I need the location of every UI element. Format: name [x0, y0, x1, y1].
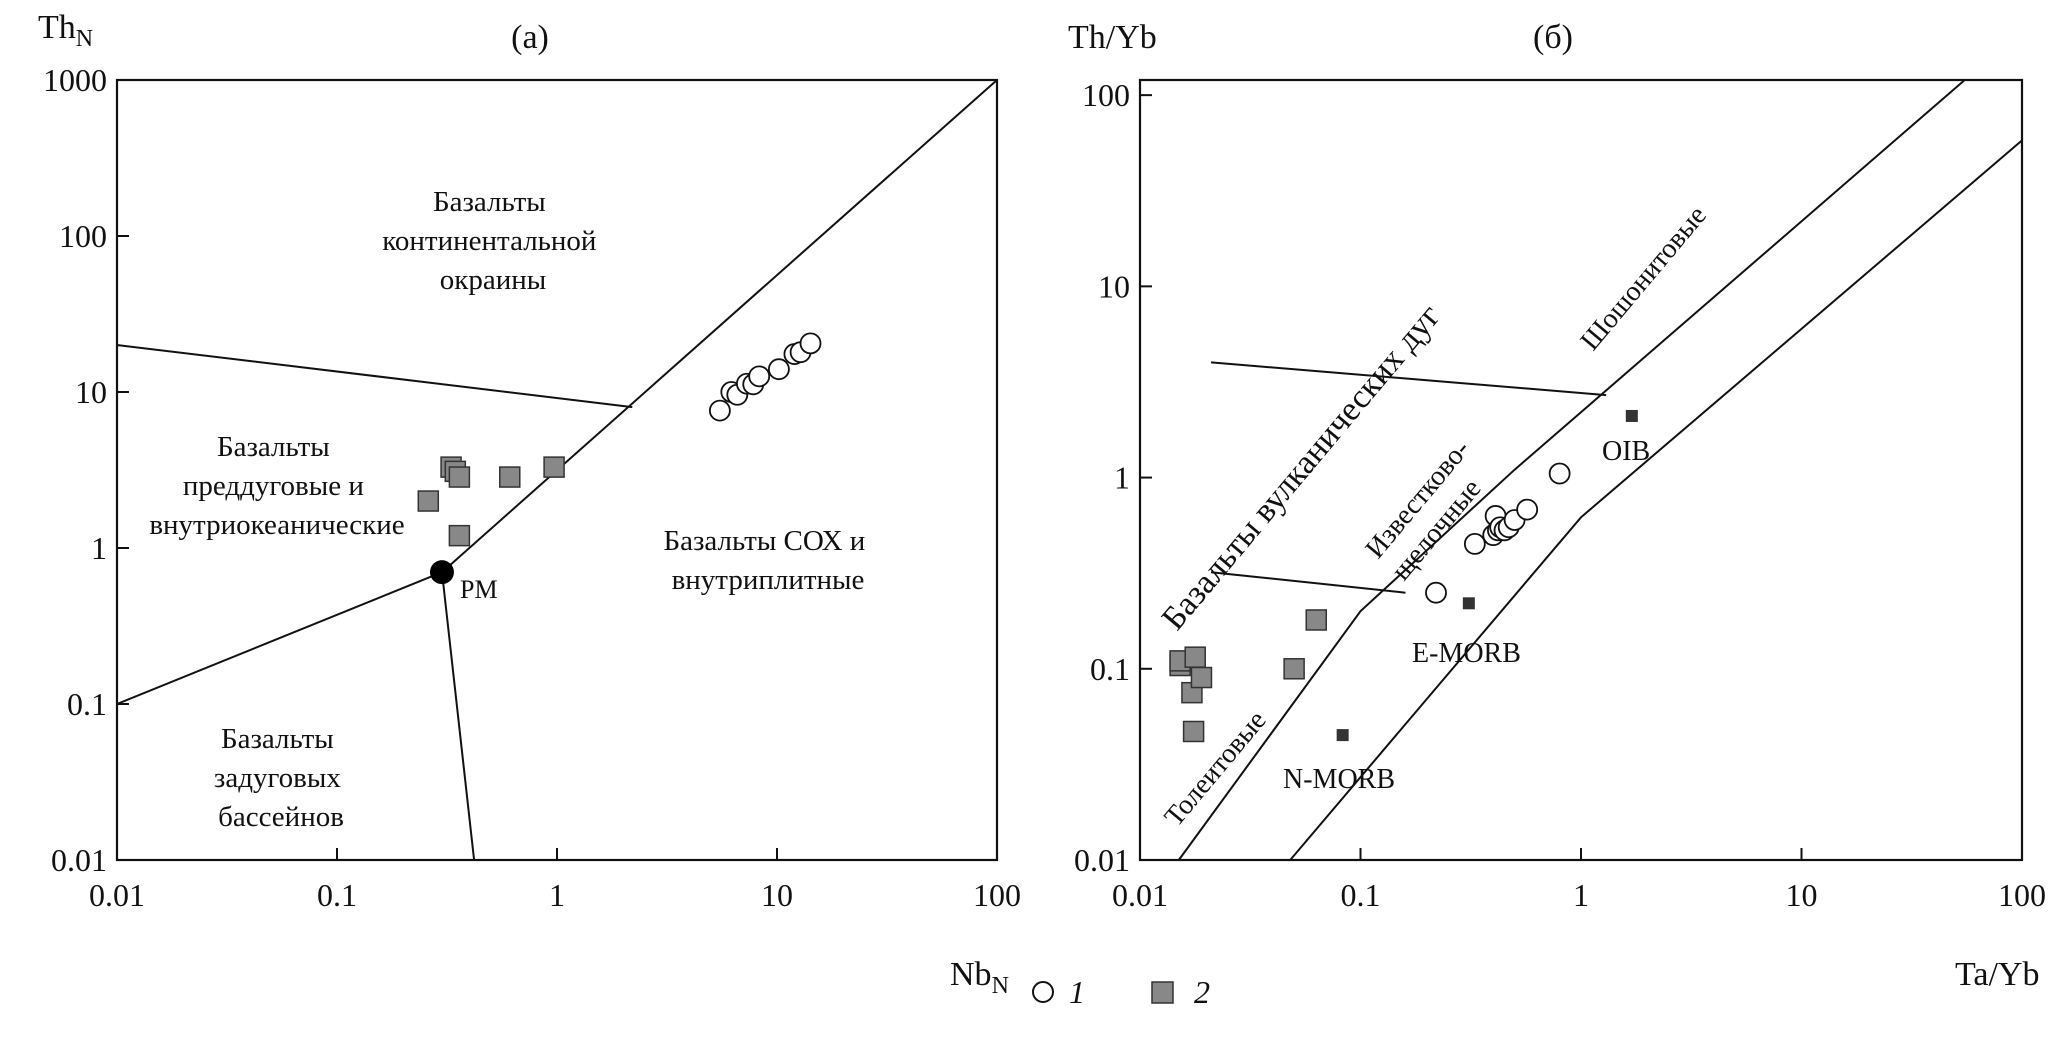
- region-label-continental-margin: Базальты континентальной окраины: [382, 186, 603, 296]
- x-tick-label: 100: [1998, 877, 2046, 913]
- plot-frame: [1138, 78, 2024, 862]
- legend: 1 2: [1032, 974, 1210, 1010]
- data-point-open-circle: [799, 332, 822, 355]
- data-points: [1169, 409, 1638, 743]
- pm-point: [429, 560, 454, 585]
- legend-marker-open-circle: [1032, 981, 1054, 1003]
- boundary-lines: [116, 79, 998, 861]
- data-point-filled-square: [1283, 658, 1305, 680]
- x-tick-label: 100: [973, 877, 1021, 913]
- data-point-filled-square: [1305, 609, 1328, 631]
- data-point-filled-square: [499, 466, 521, 488]
- region-label-forearc: Базальты преддуговые и внутриокеанически…: [149, 431, 404, 541]
- e-morb-label: E-MORB: [1412, 638, 1521, 669]
- reference-point-n-morb: [1336, 729, 1349, 742]
- plot-frame: [115, 78, 999, 862]
- y-tick-label: 100: [59, 218, 107, 254]
- reference-point-e-morb: [1462, 597, 1475, 610]
- y-tick-label: 1: [91, 530, 107, 566]
- region-label-calc-alkaline: Известково- щелочные: [1360, 428, 1507, 586]
- legend-label-2: 2: [1194, 974, 1210, 1010]
- x-tick-label: 0.01: [1112, 877, 1168, 913]
- data-point-open-circle: [1516, 498, 1539, 521]
- panel-b: (б) Th/Yb Ta/Yb 0.01 0.1 1 10 100 0.01 0.1 1 10 1…: [1068, 19, 2046, 993]
- x-axis-title: NbN: [950, 956, 1009, 999]
- boundary-line: [1177, 79, 1966, 861]
- legend-marker-filled-square: [1151, 981, 1174, 1004]
- y-axis-title: ThN: [38, 9, 93, 52]
- panel-a-label: (a): [511, 19, 549, 56]
- data-point-filled-square: [1182, 720, 1205, 743]
- data-point-filled-square: [448, 466, 471, 488]
- data-point-filled-square: [543, 456, 565, 478]
- y-tick-label: 1: [1114, 460, 1130, 496]
- region-label-volcanic-arc: Базальты вулканических дуг: [1155, 298, 1448, 638]
- x-tick-label: 0.1: [1341, 877, 1381, 913]
- data-point-open-circle: [1425, 581, 1447, 604]
- data-point-open-circle: [1548, 462, 1571, 485]
- x-tick-label: 0.01: [89, 877, 145, 913]
- y-tick-label: 0.1: [67, 686, 107, 722]
- region-label-tholeiitic: Толеитовые: [1159, 705, 1273, 832]
- region-label-mor: Базальты СОХ и внутриплитные: [663, 525, 872, 596]
- boundary-line: [116, 344, 633, 409]
- boundary-line: [441, 572, 476, 861]
- boundary-line: [1289, 139, 2023, 861]
- region-label-backarc: Базальты задуговых бассейнов: [214, 723, 348, 833]
- data-point-filled-square: [448, 524, 471, 547]
- data-point-open-circle: [767, 358, 790, 381]
- data-point-filled-square: [417, 490, 440, 512]
- data-point-open-circle: [748, 365, 771, 388]
- data-point-open-circle: [1463, 532, 1486, 555]
- data-point-open-circle: [708, 399, 731, 422]
- reference-point-oib: [1625, 409, 1638, 422]
- y-tick-label: 10: [1098, 268, 1130, 304]
- x-tick-label: 10: [1786, 877, 1818, 913]
- oib-label: OIB: [1602, 436, 1650, 467]
- data-point-filled-square: [1184, 646, 1206, 668]
- boundary-lines: [1177, 79, 2023, 861]
- x-tick-label: 1: [549, 877, 565, 913]
- panel-b-label: (б): [1533, 19, 1573, 56]
- x-axis-title: Ta/Yb: [1955, 956, 2040, 993]
- boundary-line: [116, 571, 443, 705]
- x-tick-label: 1: [1573, 877, 1589, 913]
- x-tick-label: 0.1: [317, 877, 357, 913]
- y-tick-label: 100: [1082, 77, 1130, 113]
- panel-a: (a) ThN NbN 0.01 0.1 1 10 100 0.01 0.1 1 10 100 10…: [38, 9, 1021, 999]
- boundary-line: [441, 79, 998, 573]
- region-label-shoshonitic: Шошонитовые: [1575, 200, 1713, 356]
- data-points: [417, 332, 822, 585]
- legend-label-1: 1: [1069, 974, 1085, 1010]
- data-point-filled-square: [1190, 666, 1213, 689]
- n-morb-label: N-MORB: [1283, 764, 1395, 795]
- y-tick-label: 10: [75, 374, 107, 410]
- pm-label: PM: [460, 575, 498, 604]
- y-tick-label: 0.1: [1090, 651, 1130, 687]
- y-tick-label: 1000: [43, 62, 107, 98]
- boundary-line: [1210, 361, 1607, 397]
- x-tick-label: 10: [761, 877, 793, 913]
- y-tick-label: 0.01: [51, 842, 107, 878]
- y-axis-title: Th/Yb: [1068, 19, 1157, 56]
- boundary-line: [1210, 571, 1406, 594]
- y-tick-label: 0.01: [1074, 842, 1130, 878]
- axis-ticks: 0.01 0.1 1 10 100 0.01 0.1 1 10 100: [1074, 77, 2046, 913]
